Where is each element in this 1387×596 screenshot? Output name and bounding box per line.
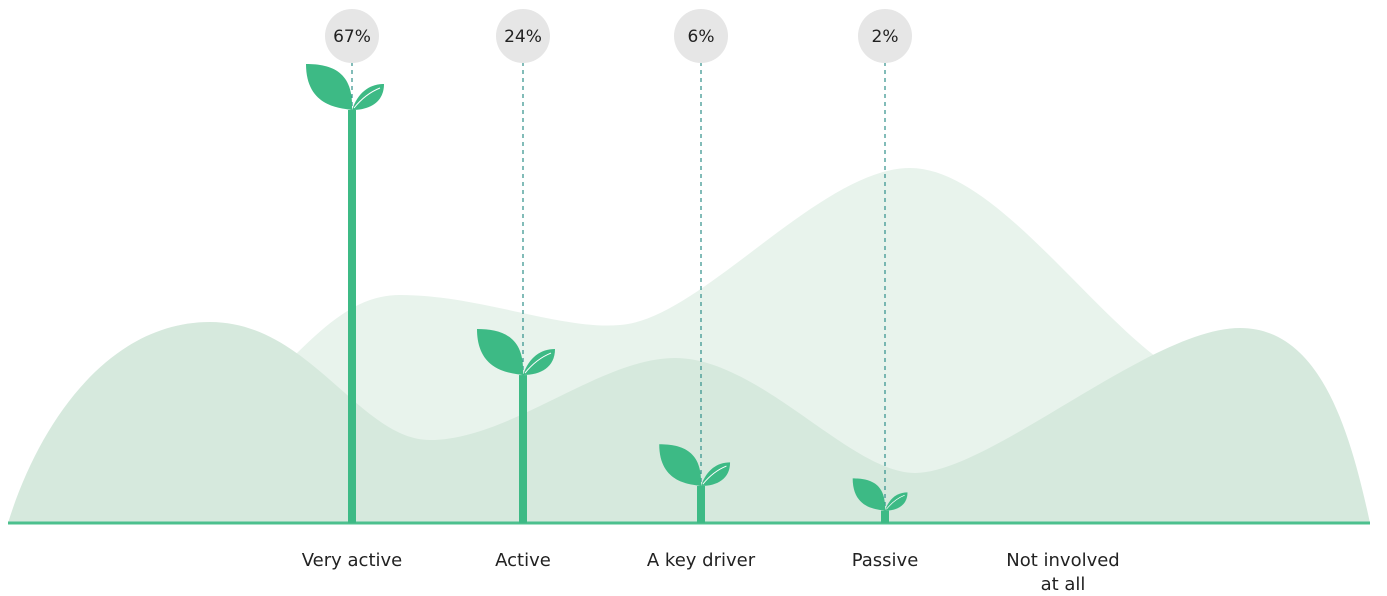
value-label: 67% — [333, 27, 371, 47]
big-leaf — [306, 64, 353, 110]
category-label: A key driver — [646, 550, 756, 571]
value-bubble — [674, 9, 728, 63]
big-leaf — [477, 329, 524, 376]
leaf-vein — [886, 494, 905, 510]
small-leaf — [885, 492, 908, 511]
leaves — [306, 64, 384, 110]
leaves — [477, 329, 555, 376]
value-bubble — [858, 9, 912, 63]
value-bubble — [325, 9, 379, 63]
leaf-vein — [353, 87, 381, 109]
category-label: Not involved at all — [1006, 550, 1120, 595]
stem — [348, 110, 356, 523]
value-label: 2% — [872, 27, 899, 47]
category-label: Very active — [301, 550, 403, 571]
big-leaf — [659, 444, 702, 487]
leaves — [659, 444, 731, 487]
small-leaf — [352, 84, 384, 110]
value-label: 6% — [688, 27, 715, 47]
stem — [519, 375, 527, 523]
stem — [881, 510, 889, 523]
stem — [697, 486, 705, 523]
leaf-vein — [524, 352, 552, 374]
value-label: 24% — [504, 27, 542, 47]
small-leaf — [523, 349, 555, 376]
value-bubble — [496, 9, 550, 63]
category-label: Active — [495, 550, 551, 571]
big-leaf — [852, 478, 886, 511]
leaves — [852, 478, 908, 511]
category-label: Passive — [851, 550, 919, 571]
leaf-vein — [702, 465, 727, 485]
small-leaf — [701, 462, 731, 487]
